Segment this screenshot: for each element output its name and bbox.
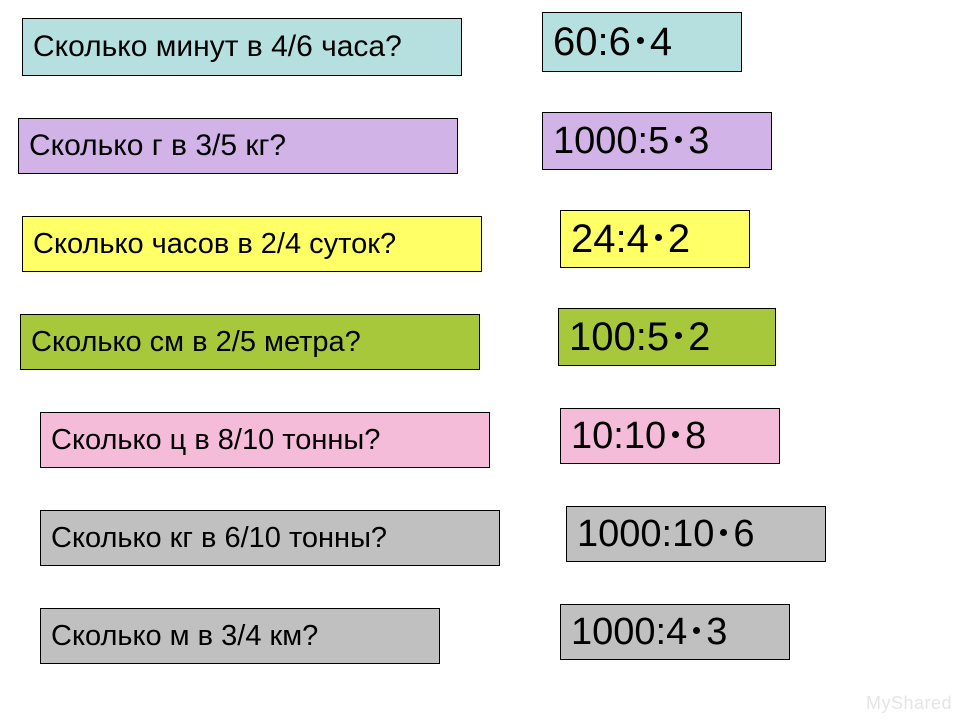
answer-box: 60:6 4 (542, 12, 742, 72)
answer-right: 6 (733, 513, 754, 556)
question-box: Сколько кг в 6/10 тонны? (40, 510, 500, 566)
question-box: Сколько м в 3/4 км? (40, 608, 440, 664)
answer-right: 2 (668, 217, 690, 262)
question-box: Сколько ц в 8/10 тонны? (40, 412, 490, 468)
answer-box: 24:4 2 (560, 210, 750, 268)
multiply-dot-icon (637, 37, 644, 44)
answer-left: 1000:10 (577, 513, 714, 556)
multiply-dot-icon (720, 529, 727, 536)
question-box: Сколько см в 2/5 метра? (20, 314, 480, 370)
question-text: Сколько г в 3/5 кг? (29, 129, 286, 163)
multiply-dot-icon (655, 234, 662, 241)
answer-box: 10:10 8 (560, 408, 780, 464)
question-text: Сколько см в 2/5 метра? (31, 326, 361, 359)
answer-left: 100:5 (569, 315, 669, 360)
answer-right: 2 (688, 315, 710, 360)
multiply-dot-icon (675, 332, 682, 339)
answer-left: 1000:4 (571, 611, 687, 654)
multiply-dot-icon (693, 627, 700, 634)
answer-box: 100:5 2 (558, 308, 776, 366)
question-text: Сколько ц в 8/10 тонны? (51, 424, 380, 457)
answer-right: 3 (706, 611, 727, 654)
answer-left: 24:4 (571, 217, 649, 262)
answer-left: 60:6 (553, 20, 631, 65)
answer-right: 4 (650, 20, 672, 65)
question-text: Сколько часов в 2/4 суток? (33, 228, 396, 261)
multiply-dot-icon (672, 431, 679, 438)
question-text: Сколько м в 3/4 км? (51, 620, 318, 653)
answer-box: 1000:10 6 (566, 506, 826, 562)
answer-left: 1000:5 (553, 120, 669, 163)
question-box: Сколько г в 3/5 кг? (18, 118, 458, 174)
question-text: Сколько минут в 4/6 часа? (33, 30, 402, 64)
answer-box: 1000:5 3 (542, 112, 772, 170)
answer-box: 1000:4 3 (560, 604, 790, 660)
question-text: Сколько кг в 6/10 тонны? (51, 522, 387, 555)
question-box: Сколько минут в 4/6 часа? (22, 18, 462, 76)
watermark-text: MyShared (866, 693, 952, 714)
answer-right: 8 (685, 415, 706, 458)
question-box: Сколько часов в 2/4 суток? (22, 216, 482, 272)
answer-right: 3 (688, 120, 709, 163)
answer-left: 10:10 (571, 415, 666, 458)
multiply-dot-icon (675, 136, 682, 143)
